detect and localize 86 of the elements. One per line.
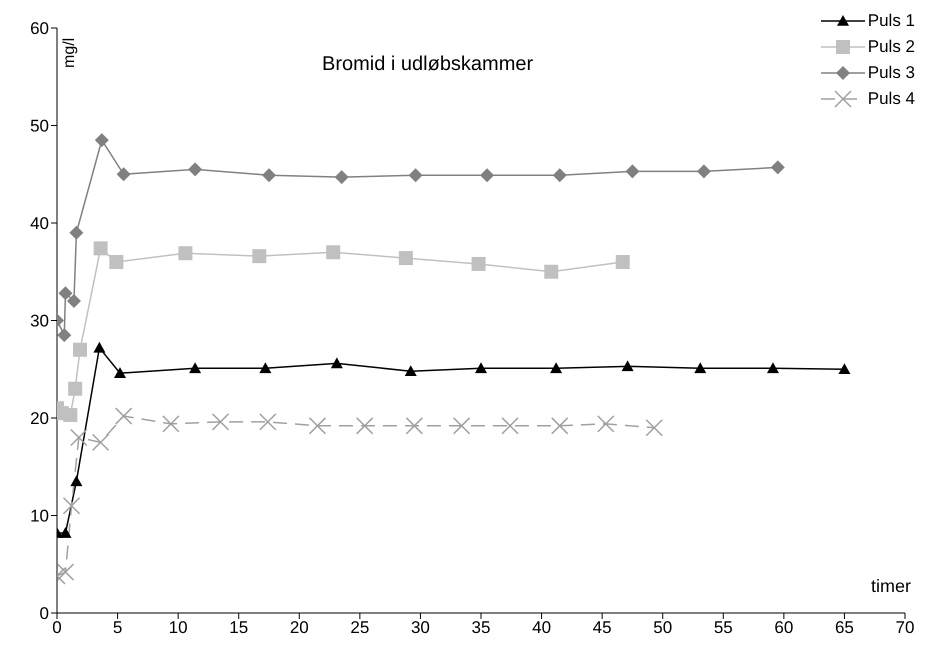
x-tick-label: 35 [472, 618, 490, 638]
point [162, 415, 180, 433]
x-axis-title: timer [871, 576, 911, 597]
point [93, 342, 106, 353]
point [178, 246, 192, 260]
point [212, 413, 230, 431]
x-tick-label: 10 [168, 618, 188, 638]
x-tick-label: 25 [350, 618, 370, 638]
point [259, 362, 272, 374]
point [766, 362, 779, 374]
x-tick-label: 60 [774, 618, 794, 638]
point [550, 417, 568, 435]
x-tick-label: 15 [229, 618, 248, 638]
x-tick-label: 5 [112, 618, 122, 638]
point [645, 419, 663, 436]
point [58, 286, 72, 300]
legend-label: Puls 3 [868, 63, 915, 83]
point [308, 417, 326, 435]
point [262, 168, 276, 182]
y-axis-title: mg/l [61, 38, 79, 68]
y-tick-label: 40 [30, 214, 49, 234]
y-tick-label: 30 [30, 312, 49, 331]
point [189, 362, 202, 374]
x-tick-label: 70 [896, 618, 914, 638]
x-tick-label: 30 [410, 618, 430, 638]
point [252, 249, 266, 264]
point [92, 434, 110, 452]
point [406, 417, 424, 435]
point [94, 133, 109, 148]
point [330, 357, 343, 368]
point [544, 264, 558, 279]
point [114, 367, 126, 378]
point [550, 362, 562, 374]
point [70, 475, 82, 486]
point [94, 241, 108, 256]
point [694, 362, 706, 374]
x-tick-label: 0 [52, 618, 62, 638]
point [552, 168, 567, 182]
x-tick-label: 45 [592, 618, 612, 638]
y-tick-label: 50 [30, 116, 49, 136]
point [59, 527, 72, 538]
legend-label: Puls 1 [868, 11, 915, 31]
x-tick-label: 50 [653, 618, 672, 638]
point [116, 167, 131, 182]
point [259, 413, 277, 431]
point [66, 294, 81, 308]
point [109, 255, 124, 269]
y-tick-label: 0 [40, 604, 49, 624]
point [770, 160, 785, 174]
point [452, 417, 470, 435]
x-tick-label: 55 [714, 618, 733, 638]
point [70, 428, 88, 446]
y-tick-label: 20 [30, 409, 49, 428]
point [114, 407, 132, 425]
point [838, 363, 850, 374]
point [472, 256, 486, 271]
legend-label: Puls 4 [868, 89, 915, 109]
point [62, 497, 80, 514]
point [57, 328, 72, 342]
point [63, 408, 78, 422]
y-tick-label: 10 [30, 506, 49, 526]
point [398, 251, 413, 266]
y-tick-label: 60 [30, 19, 49, 38]
legend-label: Puls 2 [868, 37, 915, 57]
point [57, 563, 74, 581]
point [326, 245, 340, 260]
x-tick-label: 40 [532, 618, 552, 638]
point [501, 417, 519, 435]
point [475, 362, 487, 374]
point [696, 164, 711, 178]
point [188, 162, 202, 176]
point [408, 168, 423, 182]
point [69, 226, 84, 240]
text: Bromid i udløbskammer [322, 53, 534, 76]
point [73, 342, 88, 357]
point [622, 360, 634, 372]
point [480, 168, 494, 182]
point [356, 417, 374, 435]
x-tick-label: 20 [290, 618, 309, 638]
point [334, 170, 349, 184]
point [625, 164, 640, 178]
point [597, 415, 615, 433]
point [68, 382, 82, 396]
x-tick-label: 65 [834, 618, 854, 638]
point [404, 365, 417, 376]
point [616, 255, 630, 269]
